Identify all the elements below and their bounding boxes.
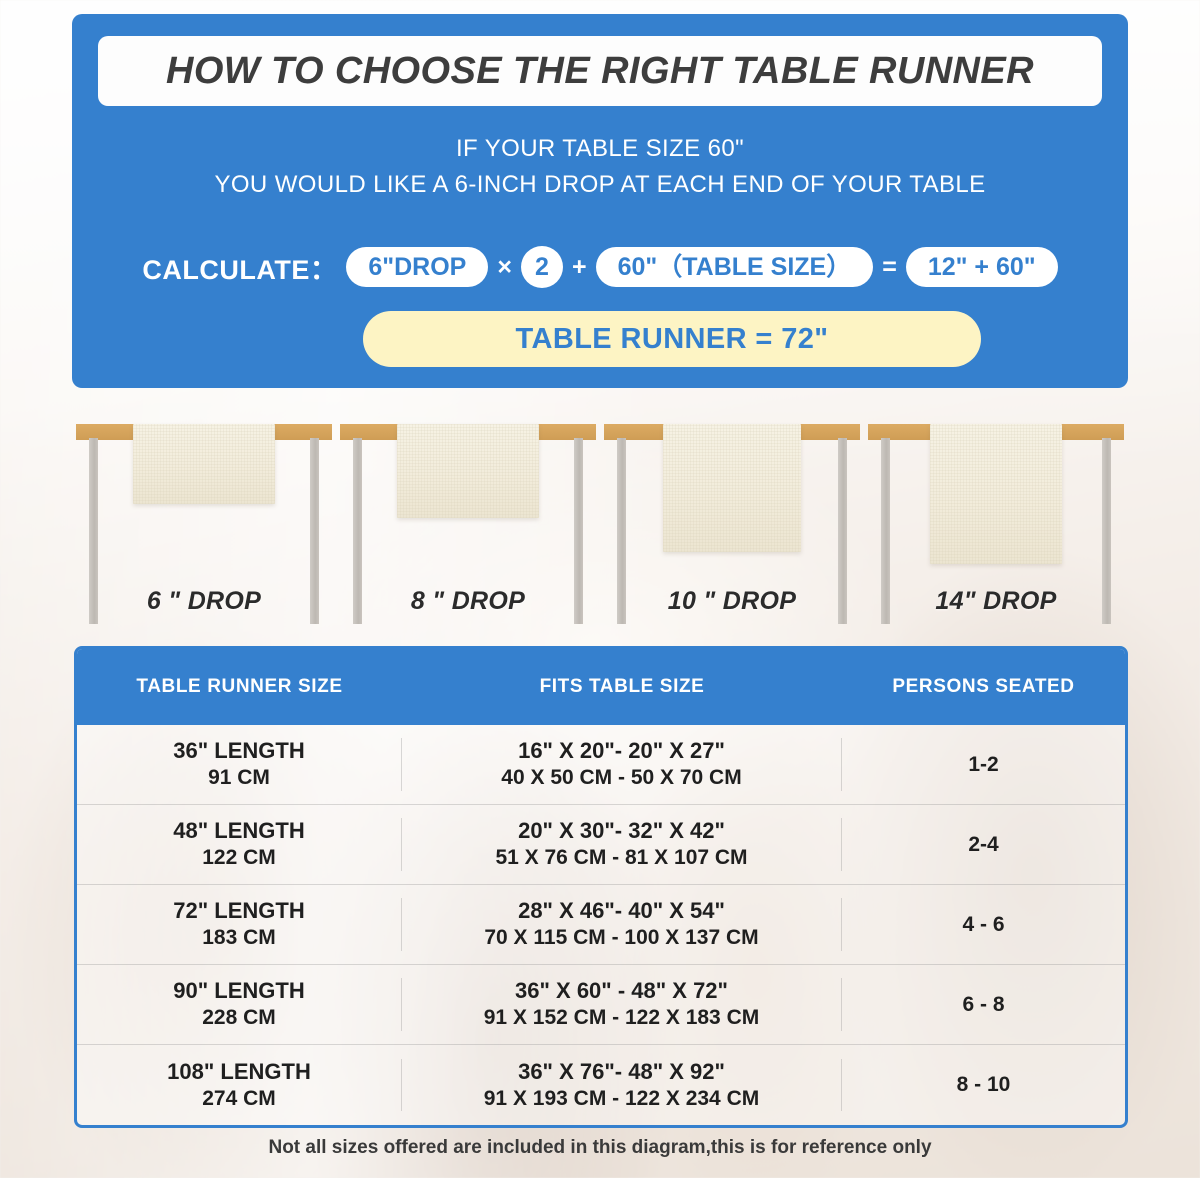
fits-inches: 36" X 76"- 48" X 92" [518, 1058, 725, 1084]
persons-value: 8 - 10 [956, 1073, 1011, 1097]
table-leg-right-icon [574, 438, 583, 624]
column-header-runner-size: TABLE RUNNER SIZE [136, 676, 343, 697]
persons-value: 1-2 [968, 752, 999, 776]
fits-cm: 91 X 193 CM - 122 X 234 CM [483, 1086, 760, 1110]
table-leg-right-icon [838, 438, 847, 624]
plus-operator: + [571, 252, 587, 281]
cell-persons-seated: 6 - 8 [842, 992, 1125, 1018]
cell-fits-table: 36" X 60" - 48" X 72" 91 X 152 CM - 122 … [402, 978, 842, 1031]
cell-runner-size: 36" LENGTH 91 CM [77, 738, 402, 791]
drop-term-pill: 6"DROP [346, 246, 489, 288]
table-top-right-icon [1048, 424, 1124, 440]
runner-size-inches: 48" LENGTH [173, 818, 305, 844]
table-row: 72" LENGTH 183 CM 28" X 46"- 40" X 54" 7… [77, 885, 1125, 965]
multiply-operator: × [497, 252, 512, 281]
size-reference-table: TABLE RUNNER SIZE FITS TABLE SIZE PERSON… [74, 646, 1128, 1128]
table-leg-left-icon [353, 438, 362, 624]
cell-fits-table: 16" X 20"- 20" X 27" 40 X 50 CM - 50 X 7… [402, 738, 842, 791]
persons-value: 2-4 [968, 832, 999, 856]
cell-persons-seated: 8 - 10 [842, 1072, 1125, 1098]
table-leg-left-icon [881, 438, 890, 624]
drop-label: 10 " DROP [667, 587, 797, 615]
table-row: 48" LENGTH 122 CM 20" X 30"- 32" X 42" 5… [77, 805, 1125, 885]
fits-cm: 70 X 115 CM - 100 X 137 CM [484, 926, 759, 950]
drop-label: 14" DROP [935, 587, 1057, 615]
drop-label: 6 " DROP [146, 587, 262, 615]
cell-fits-table: 20" X 30"- 32" X 42" 51 X 76 CM - 81 X 1… [402, 818, 842, 871]
drop-illustration-6: 6 " DROP [72, 424, 336, 624]
cell-runner-size: 108" LENGTH 274 CM [77, 1058, 402, 1112]
persons-value: 4 - 6 [962, 912, 1005, 936]
drop-illustrations: 6 " DROP 8 " DROP 10 " DROP 14" DROP [72, 424, 1128, 624]
table-top-right-icon [256, 424, 332, 440]
runner-size-cm: 228 CM [202, 1006, 276, 1030]
table-runner-icon [930, 424, 1062, 564]
calculation-row: CALCULATE： 6"DROP × 2 + 60"（TABLE SIZE） … [72, 246, 1128, 288]
cell-runner-size: 72" LENGTH 183 CM [77, 898, 402, 951]
drop-illustration-8: 8 " DROP [336, 424, 600, 624]
subtitle-line-1: IF YOUR TABLE SIZE 60" [455, 135, 745, 162]
instruction-panel: HOW TO CHOOSE THE RIGHT TABLE RUNNER IF … [72, 14, 1128, 388]
fits-cm: 51 X 76 CM - 81 X 107 CM [495, 846, 748, 870]
table-leg-right-icon [310, 438, 319, 624]
runner-size-inches: 108" LENGTH [167, 1058, 311, 1084]
drop-label: 8 " DROP [410, 587, 526, 615]
subtitle-line-2: YOU WOULD LIKE A 6-INCH DROP AT EACH END… [214, 171, 986, 198]
runner-size-inches: 90" LENGTH [173, 978, 305, 1004]
equals-operator: = [882, 252, 897, 281]
fits-inches: 16" X 20"- 20" X 27" [518, 738, 725, 764]
runner-size-cm: 91 CM [208, 766, 270, 790]
table-top-left-icon [868, 424, 944, 440]
column-header-fits-table: FITS TABLE SIZE [539, 676, 705, 697]
table-size-pill: 60"（TABLE SIZE） [595, 246, 874, 288]
table-top-right-icon [784, 424, 860, 440]
persons-value: 6 - 8 [962, 992, 1005, 1016]
page-title: HOW TO CHOOSE THE RIGHT TABLE RUNNER [166, 49, 1034, 92]
fits-inches: 36" X 60" - 48" X 72" [515, 978, 728, 1004]
table-row: 36" LENGTH 91 CM 16" X 20"- 20" X 27" 40… [77, 725, 1125, 805]
runner-size-inches: 36" LENGTH [173, 738, 305, 764]
cell-fits-table: 36" X 76"- 48" X 92" 91 X 193 CM - 122 X… [402, 1058, 842, 1112]
fits-cm: 40 X 50 CM - 50 X 70 CM [501, 766, 742, 790]
drop-illustration-10: 10 " DROP [600, 424, 864, 624]
runner-size-cm: 122 CM [202, 846, 276, 870]
multiplier-pill: 2 [520, 246, 563, 288]
table-runner-icon [397, 424, 539, 518]
fits-inches: 28" X 46"- 40" X 54" [518, 898, 725, 924]
result-pill: TABLE RUNNER = 72" [363, 311, 981, 367]
table-leg-left-icon [89, 438, 98, 624]
table-top-right-icon [520, 424, 596, 440]
cell-persons-seated: 4 - 6 [842, 912, 1125, 938]
table-header-row: TABLE RUNNER SIZE FITS TABLE SIZE PERSON… [77, 649, 1125, 725]
sum-pill: 12" + 60" [905, 246, 1058, 288]
table-runner-icon [133, 424, 275, 504]
runner-size-cm: 274 CM [202, 1086, 276, 1110]
table-top-left-icon [604, 424, 680, 440]
cell-persons-seated: 2-4 [842, 832, 1125, 858]
drop-illustration-14: 14" DROP [864, 424, 1128, 624]
table-runner-icon [663, 424, 801, 552]
cell-fits-table: 28" X 46"- 40" X 54" 70 X 115 CM - 100 X… [402, 898, 842, 951]
calculate-label: CALCULATE： [142, 254, 338, 285]
cell-runner-size: 90" LENGTH 228 CM [77, 978, 402, 1031]
runner-size-cm: 183 CM [202, 926, 276, 950]
cell-persons-seated: 1-2 [842, 752, 1125, 778]
table-leg-right-icon [1102, 438, 1111, 624]
title-card: HOW TO CHOOSE THE RIGHT TABLE RUNNER [98, 36, 1102, 106]
table-row: 108" LENGTH 274 CM 36" X 76"- 48" X 92" … [77, 1045, 1125, 1125]
table-leg-left-icon [617, 438, 626, 624]
fits-inches: 20" X 30"- 32" X 42" [518, 818, 725, 844]
runner-size-inches: 72" LENGTH [173, 898, 305, 924]
fits-cm: 91 X 152 CM - 122 X 183 CM [483, 1006, 760, 1030]
column-header-persons: PERSONS SEATED [892, 676, 1075, 697]
table-row: 90" LENGTH 228 CM 36" X 60" - 48" X 72" … [77, 965, 1125, 1045]
cell-runner-size: 48" LENGTH 122 CM [77, 818, 402, 871]
disclaimer-note: Not all sizes offered are included in th… [268, 1137, 932, 1158]
